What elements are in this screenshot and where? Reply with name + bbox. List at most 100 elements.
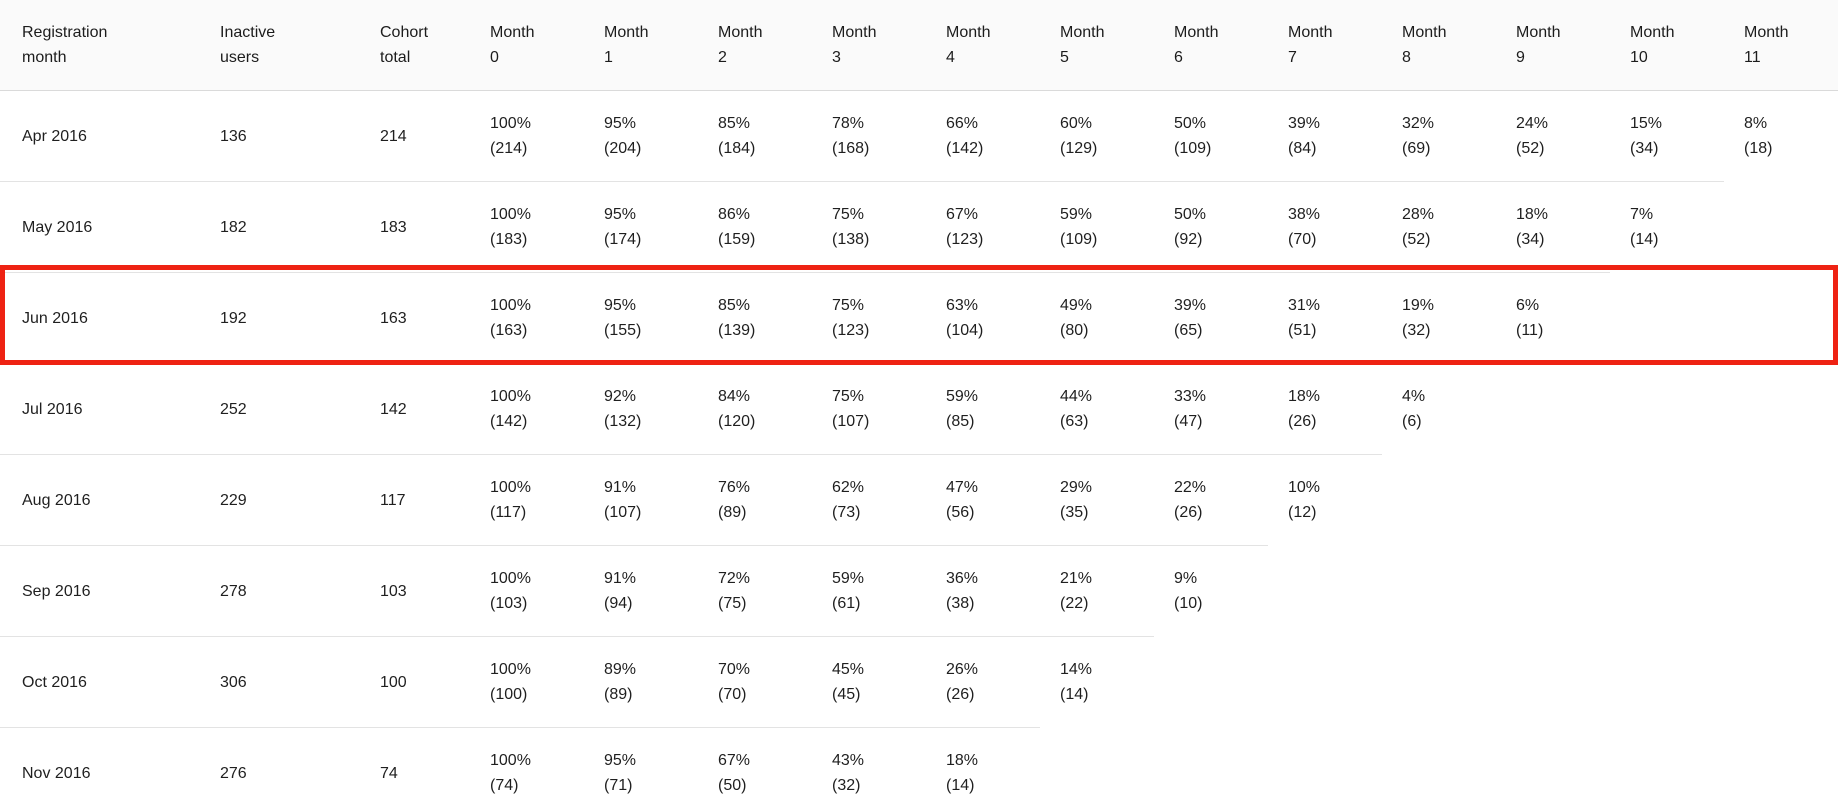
column-header-line: Month [832,24,877,41]
cell-retention: 49% (80) [1040,272,1154,364]
retention-percent: 60% [1060,115,1093,132]
cell-retention: 100% (74) [470,727,584,806]
row-label-registration-month: Apr 2016 [22,127,87,145]
retention-percent: 24% [1516,115,1549,132]
cell-cohort-total: 214 [380,127,407,145]
cell-retention: 14% (14) [1040,636,1154,728]
column-header-line: Month [1288,24,1333,41]
cell-inactive-users: 182 [200,181,360,273]
cell-cohort-total: 100 [360,636,470,728]
cell-retention: 78% (168) [812,91,926,182]
cell-empty [1724,637,1838,728]
retention-count: (163) [490,322,528,339]
cell-empty [1610,728,1724,806]
column-header-line: users [220,49,260,66]
retention-percent: 95% [604,206,637,223]
retention-count: (89) [604,686,633,703]
cell-retention: 50% (92) [1154,181,1268,273]
retention-percent: 26% [946,661,979,678]
row-label-registration-month: Oct 2016 [0,636,200,728]
retention-count: (74) [490,777,519,794]
retention-count: (56) [946,504,975,521]
column-header-line: month [22,49,67,66]
cell-cohort-total: 117 [360,454,470,546]
cell-empty [1496,364,1610,455]
retention-percent: 39% [1174,297,1207,314]
retention-percent: 44% [1060,388,1093,405]
row-label-registration-month: Aug 2016 [0,454,200,546]
column-header-line: Registration [22,24,108,41]
retention-count: (109) [1174,140,1212,157]
cell-retention: 45% (45) [812,636,926,728]
retention-percent: 100% [490,479,531,496]
cell-inactive-users: 278 [200,545,360,637]
retention-count: (89) [718,504,747,521]
retention-percent: 95% [604,752,637,769]
column-header-line: 10 [1630,49,1648,66]
retention-count: (204) [604,140,642,157]
column-header: Month 8 [1382,0,1496,91]
cell-retention: 95% (174) [584,181,698,273]
column-header-line: 9 [1516,49,1525,66]
retention-count: (214) [490,140,528,157]
cell-retention: 8% (18) [1724,91,1838,182]
cell-retention: 91% (107) [584,454,698,546]
retention-count: (183) [490,231,528,248]
table-body: Apr 2016 136 214 100% (214) 95% (204) 85% (184) 7… [0,91,1838,806]
table-row: Oct 2016 306 100 100% (100) 89% (89) 70% (70) 45%… [0,636,1838,728]
cell-retention: 10% (12) [1268,454,1382,546]
column-header-line: 1 [604,49,613,66]
row-label-registration-month: Sep 2016 [0,545,200,637]
retention-percent: 84% [718,388,751,405]
retention-percent: 32% [1402,115,1435,132]
cell-inactive-users: 136 [220,127,247,145]
retention-count: (32) [832,777,861,794]
cell-retention: 100% (103) [470,545,584,637]
retention-percent: 45% [832,661,865,678]
cell-retention: 72% (75) [698,545,812,637]
column-header-line: total [380,49,411,66]
retention-count: (159) [718,231,756,248]
retention-percent: 22% [1174,479,1207,496]
table-row: Jul 2016 252 142 100% (142) 92% (132) 84% (120) 7… [0,363,1838,455]
retention-count: (109) [1060,231,1098,248]
retention-percent: 100% [490,388,531,405]
retention-percent: 85% [718,115,751,132]
cell-retention: 19% (32) [1382,272,1496,364]
retention-percent: 49% [1060,297,1093,314]
retention-count: (100) [490,686,528,703]
cell-empty [1724,364,1838,455]
retention-count: (107) [832,413,870,430]
retention-percent: 95% [604,297,637,314]
column-header: Month 2 [698,0,812,91]
column-header: Inactive users [200,0,360,91]
column-header: Month 6 [1154,0,1268,91]
retention-count: (32) [1402,322,1431,339]
retention-count: (155) [604,322,642,339]
retention-count: (11) [1516,322,1544,340]
retention-percent: 31% [1288,297,1321,314]
retention-count: (69) [1402,140,1431,157]
retention-percent: 100% [490,206,531,223]
retention-count: (123) [946,231,984,248]
cell-empty [1040,728,1154,806]
cell-empty [1496,637,1610,728]
retention-count: (142) [946,140,984,157]
column-header-line: Month [1744,24,1789,41]
retention-percent: 91% [604,570,637,587]
retention-percent: 8% [1744,115,1768,133]
cell-retention: 59% (85) [926,363,1040,455]
cell-cohort-total: 74 [360,727,470,806]
cell-inactive-users: 192 [200,272,360,364]
cell-retention: 100% (100) [470,636,584,728]
cell-retention: 60% (129) [1040,91,1154,182]
column-header: Month 0 [470,0,584,91]
retention-count: (174) [604,231,642,248]
cell-retention: 67% (123) [926,181,1040,273]
retention-count: (132) [604,413,642,430]
retention-percent: 7% [1630,206,1654,224]
column-header-line: Month [1402,24,1447,41]
retention-percent: 18% [946,752,979,769]
column-header: Month 10 [1610,0,1724,91]
table-row: Nov 2016 276 74 100% (74) 95% (71) 67% (50) 43% (3… [0,727,1838,806]
